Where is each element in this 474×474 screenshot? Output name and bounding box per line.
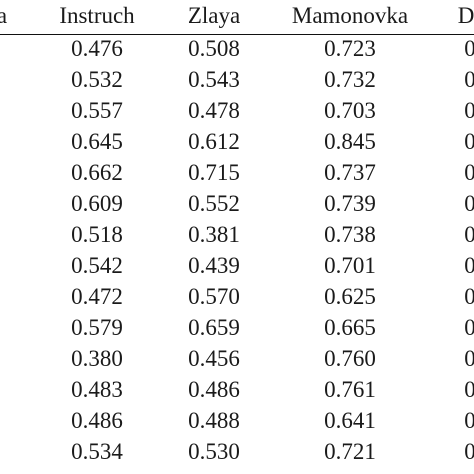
table-cell: 0	[464, 346, 474, 371]
table-cell: 0.845	[324, 129, 376, 154]
table-cell: 0	[464, 439, 474, 464]
table-cell: 0.703	[324, 98, 376, 123]
table-cell: 0	[464, 191, 474, 216]
table-cell: 0.518	[71, 222, 123, 247]
table-cell: 0	[464, 284, 474, 309]
table-cell: 0.579	[71, 315, 123, 340]
table-cell: 0	[464, 377, 474, 402]
column-header: a	[0, 3, 8, 28]
table-cell: 0	[464, 98, 474, 123]
table-cell: 0.662	[71, 160, 123, 185]
table-cell: 0.721	[324, 439, 376, 464]
table-cell: 0.543	[188, 67, 240, 92]
column-header: Zlaya	[187, 3, 241, 28]
table-cell: 0.532	[71, 67, 123, 92]
table-cell: 0.486	[188, 377, 240, 402]
table-cell: 0	[464, 67, 474, 92]
table-cell: 0	[464, 315, 474, 340]
table-cell: 0.625	[324, 284, 376, 309]
table-cell: 0.380	[71, 346, 123, 371]
table-cell: 0	[464, 222, 474, 247]
table-cell: 0	[464, 253, 474, 278]
table-cell: 0	[464, 129, 474, 154]
table-cell: 0.659	[188, 315, 240, 340]
table-cell: 0.761	[324, 377, 376, 402]
table-cell: 0.488	[188, 408, 240, 433]
table-cell: 0.508	[188, 36, 240, 61]
column-header: D	[457, 3, 474, 28]
column-header: Instruch	[59, 3, 135, 28]
table-cell: 0.456	[188, 346, 240, 371]
table-cell: 0	[464, 36, 474, 61]
table-cell: 0.641	[324, 408, 376, 433]
table-cell: 0.738	[324, 222, 376, 247]
table-cell: 0.530	[188, 439, 240, 464]
table-cell: 0	[464, 408, 474, 433]
table-cell: 0.612	[188, 129, 240, 154]
table-cell: 0.715	[188, 160, 240, 185]
table-cell: 0.723	[324, 36, 376, 61]
table-cell: 0.478	[188, 98, 240, 123]
table-cell: 0.737	[324, 160, 376, 185]
table-cell: 0.609	[71, 191, 123, 216]
table-cell: 0.645	[71, 129, 123, 154]
table-cell: 0.665	[324, 315, 376, 340]
table-cell: 0.483	[71, 377, 123, 402]
table-cell: 0.486	[71, 408, 123, 433]
table-cell: 0.732	[324, 67, 376, 92]
column-header: Mamonovka	[291, 3, 409, 28]
table-cell: 0.739	[324, 191, 376, 216]
table-cell: 0.476	[71, 36, 123, 61]
table-cell: 0	[464, 160, 474, 185]
table-cell: 0.534	[71, 439, 123, 464]
table-cell: 0.542	[71, 253, 123, 278]
table-cell: 0.760	[324, 346, 376, 371]
table-cell: 0.472	[71, 284, 123, 309]
table-cell: 0.701	[324, 253, 376, 278]
table-cell: 0.557	[71, 98, 123, 123]
table-cell: 0.570	[188, 284, 240, 309]
table-cell: 0.552	[188, 191, 240, 216]
table-cell: 0.381	[188, 222, 240, 247]
header-rule	[0, 34, 474, 35]
table-cell: 0.439	[188, 253, 240, 278]
